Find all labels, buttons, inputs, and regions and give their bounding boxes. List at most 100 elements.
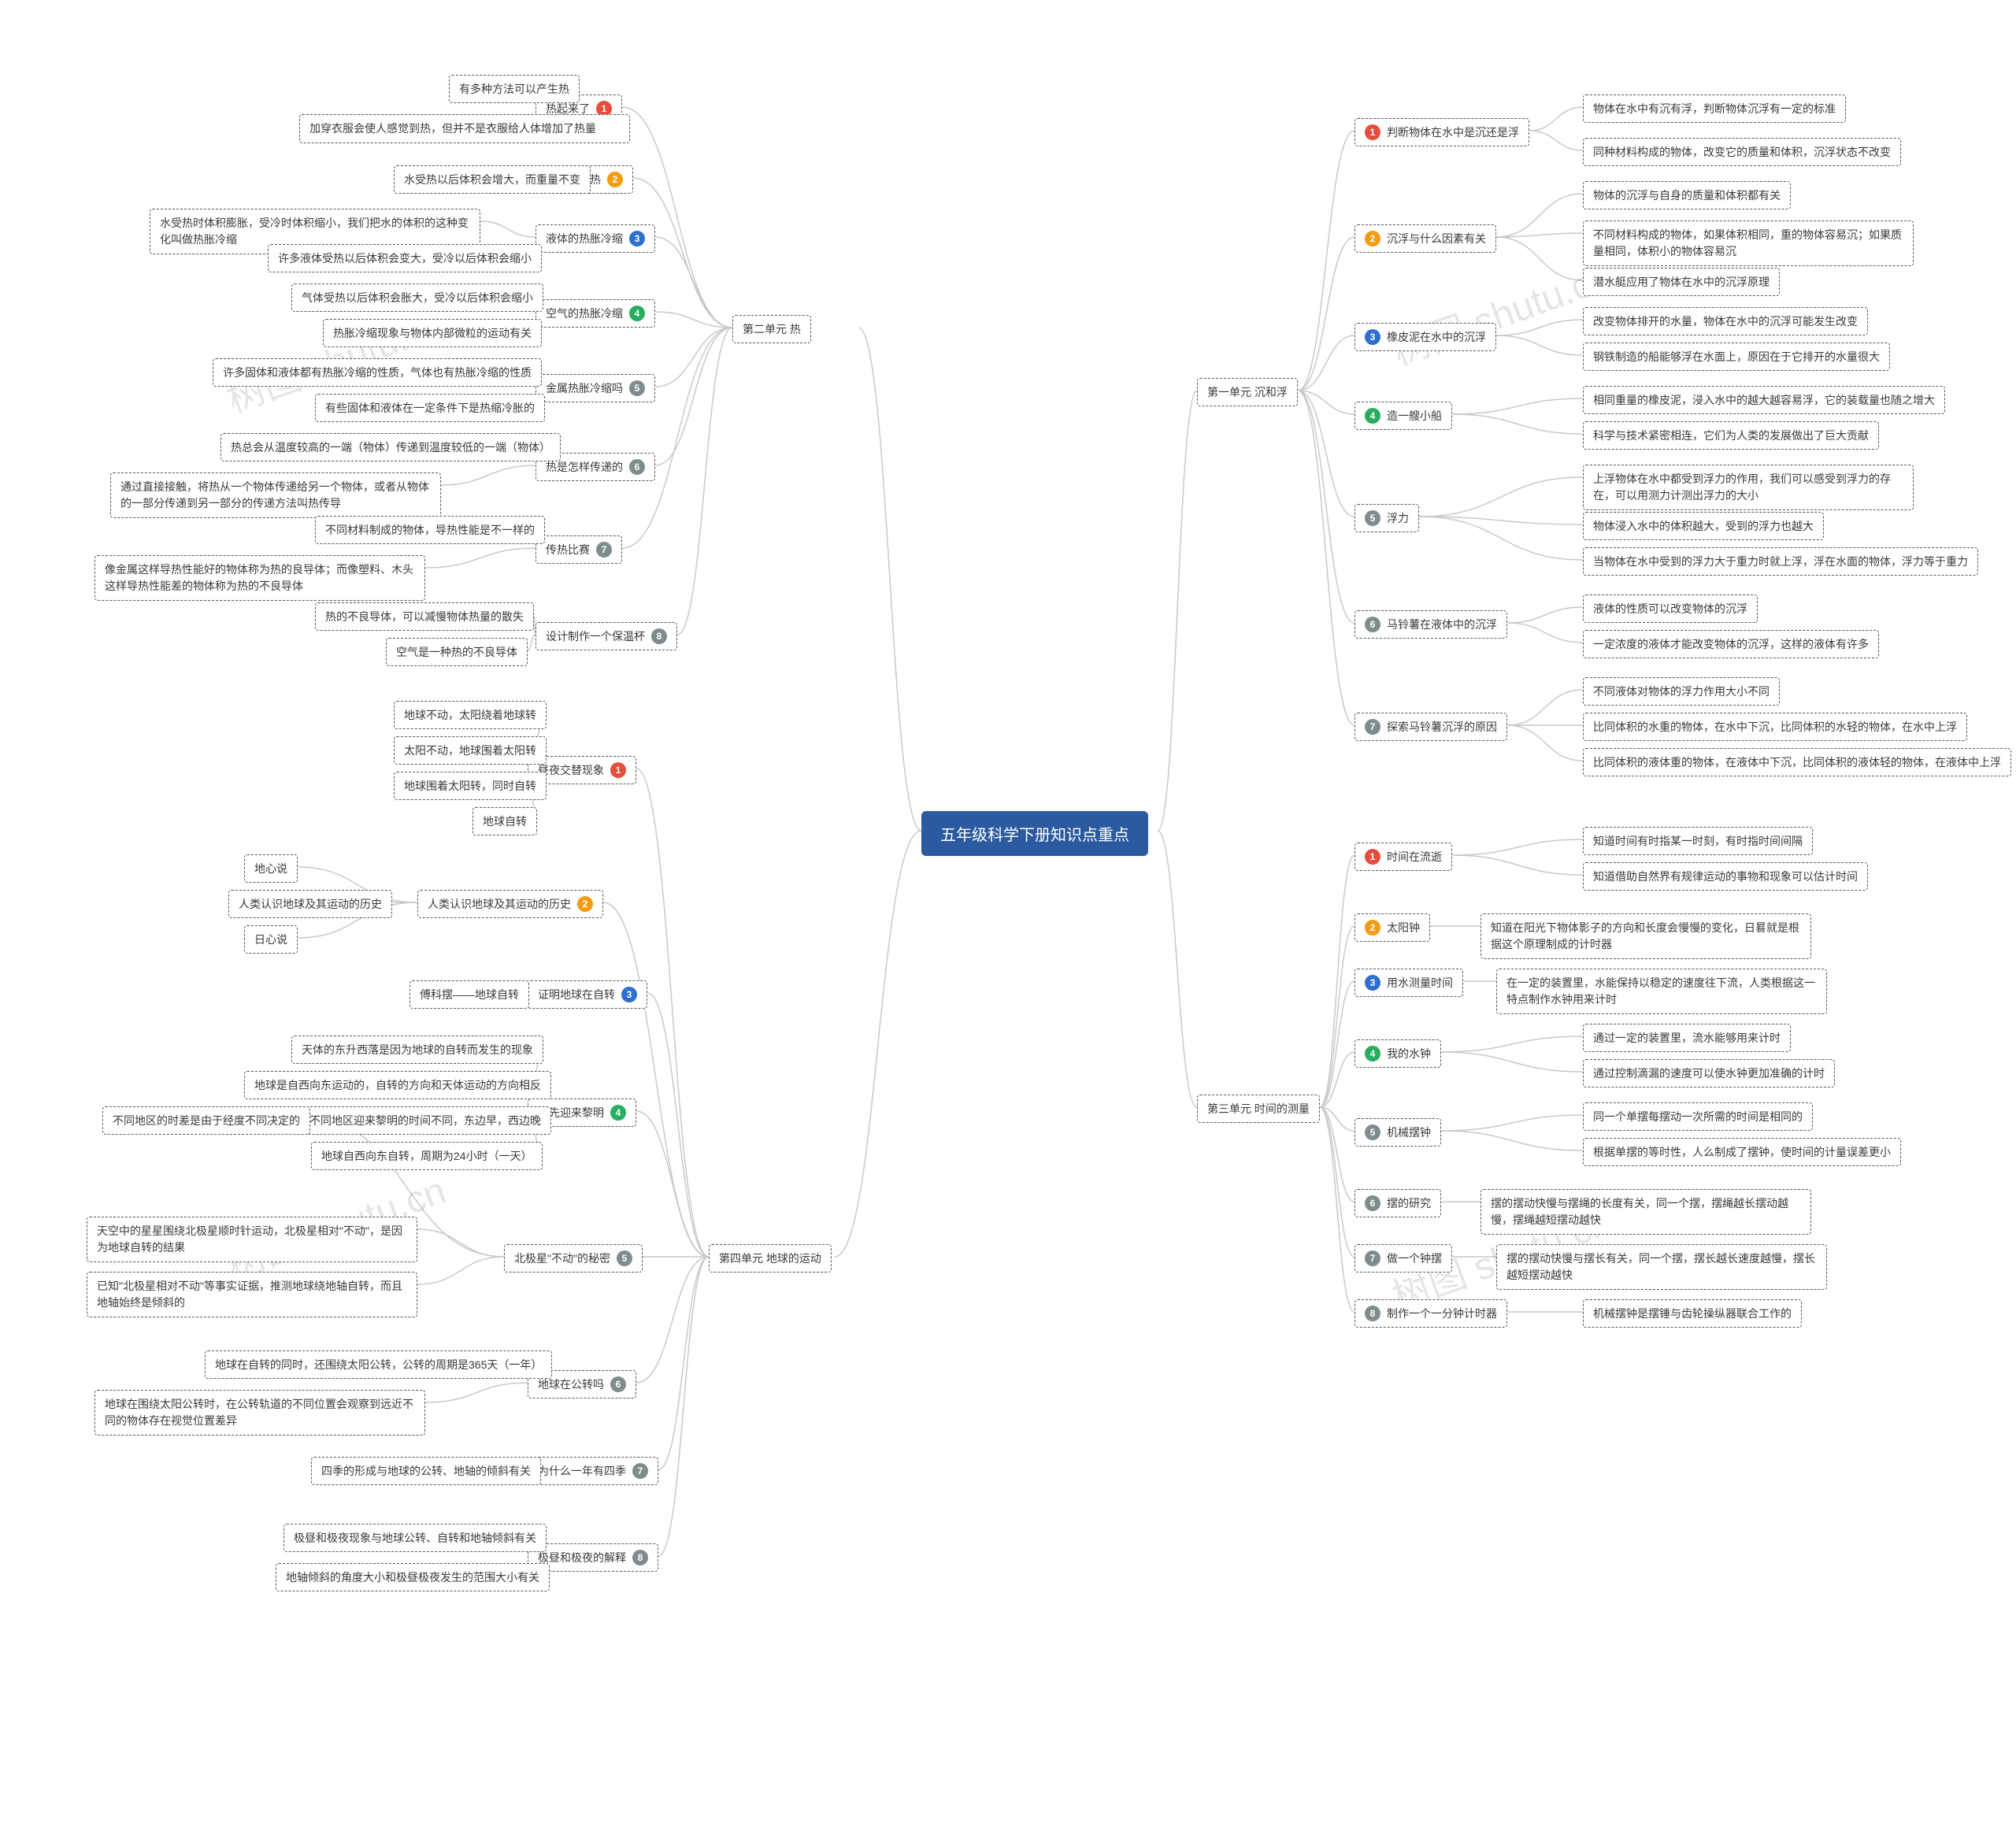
topic-node: 3 橡皮泥在水中的沉浮 bbox=[1354, 323, 1496, 351]
topic-node: 设计制作一个保温杯 8 bbox=[536, 622, 677, 650]
topic-label: 人类认识地球及其运动的历史 bbox=[428, 896, 571, 912]
leaf-node: 液体的性质可以改变物体的沉浮 bbox=[1583, 595, 1758, 623]
topic-label: 造一艘小船 bbox=[1387, 408, 1442, 424]
leaf-node: 热胀冷缩现象与物体内部微粒的运动有关 bbox=[323, 319, 542, 347]
leaf-node: 比同体积的水重的物体，在水中下沉，比同体积的水轻的物体，在水中上浮 bbox=[1583, 713, 1967, 741]
leaf-node: 像金属这样导热性能好的物体称为热的良导体；而像塑料、木头这样导热性能差的物体称为… bbox=[94, 555, 425, 601]
topic-label: 太阳钟 bbox=[1387, 920, 1420, 935]
topic-badge: 3 bbox=[1365, 975, 1380, 991]
leaf-node: 不同材料构成的物体，如果体积相同，重的物体容易沉；如果质量相同，体积小的物体容易… bbox=[1583, 220, 1914, 266]
topic-badge: 8 bbox=[1365, 1306, 1380, 1321]
topic-node: 4 我的水钟 bbox=[1354, 1039, 1441, 1068]
leaf-node: 地球自转 bbox=[472, 807, 537, 835]
topic-badge: 2 bbox=[577, 896, 593, 912]
leaf-node: 傅科摆——地球自转 bbox=[410, 980, 529, 1009]
topic-badge: 8 bbox=[651, 628, 667, 644]
unit-node: 第一单元 沉和浮 bbox=[1197, 378, 1298, 406]
topic-badge: 2 bbox=[1365, 920, 1380, 935]
topic-label: 地球在公转吗 bbox=[538, 1376, 604, 1392]
topic-label: 昼夜交替现象 bbox=[538, 762, 604, 778]
leaf-node: 太阳不动，地球围着太阳转 bbox=[394, 736, 547, 765]
topic-label: 热是怎样传递的 bbox=[546, 459, 623, 475]
leaf-node: 地球自西向东自转，周期为24小时（一天） bbox=[311, 1142, 543, 1170]
topic-node: 空气的热胀冷缩4 bbox=[536, 299, 655, 328]
topic-label: 用水测量时间 bbox=[1387, 975, 1453, 991]
topic-badge: 4 bbox=[1365, 408, 1380, 424]
topic-badge: 6 bbox=[1365, 1195, 1380, 1211]
leaf-node: 通过控制滴漏的速度可以使水钟更加准确的计时 bbox=[1583, 1059, 1835, 1087]
topic-node: 5机械摆钟 bbox=[1354, 1118, 1441, 1147]
topic-node: 8制作一个一分钟计时器 bbox=[1354, 1299, 1507, 1328]
topic-label: 判断物体在水中是沉还是浮 bbox=[1387, 124, 1519, 140]
leaf-node: 地球不动，太阳绕着地球转 bbox=[394, 701, 547, 729]
topic-badge: 4 bbox=[610, 1105, 626, 1121]
topic-label: 摆的研究 bbox=[1387, 1195, 1431, 1211]
topic-badge: 7 bbox=[1365, 719, 1380, 735]
leaf-node: 科学与技术紧密相连，它们为人类的发展做出了巨大贡献 bbox=[1583, 421, 1879, 450]
leaf-node: 地轴倾斜的角度大小和极昼极夜发生的范围大小有关 bbox=[276, 1563, 550, 1591]
topic-badge: 8 bbox=[632, 1550, 648, 1565]
leaf-node: 加穿衣服会使人感觉到热，但并不是衣服给人体增加了热量 bbox=[299, 114, 630, 143]
leaf-node: 物体浸入水中的体积越大，受到的浮力也越大 bbox=[1583, 512, 1824, 540]
root-node: 五年级科学下册知识点重点 bbox=[921, 811, 1148, 856]
topic-node: 7做一个钟摆 bbox=[1354, 1244, 1452, 1273]
topic-label: 北极星"不动"的秘密 bbox=[514, 1250, 610, 1266]
topic-badge: 6 bbox=[629, 459, 645, 475]
topic-label: 做一个钟摆 bbox=[1387, 1250, 1442, 1266]
topic-node: 4 造一艘小船 bbox=[1354, 402, 1452, 430]
mindmap-canvas: 树图 shutu.cn树图 shutu.cn树图 shutu.cn树图 shut… bbox=[0, 0, 2016, 1845]
leaf-node: 摆的摆动快慢与摆长有关，同一个摆，摆长越长速度越慢，摆长越短摆动越快 bbox=[1496, 1244, 1827, 1290]
topic-label: 传热比赛 bbox=[546, 542, 590, 558]
topic-node: 3 用水测量时间 bbox=[1354, 969, 1463, 997]
leaf-node: 摆的摆动快慢与摆绳的长度有关，同一个摆，摆绳越长摆动越慢，摆绳越短摆动越快 bbox=[1480, 1189, 1811, 1235]
topic-badge: 2 bbox=[1365, 231, 1380, 246]
topic-label: 浮力 bbox=[1387, 510, 1409, 526]
topic-node: 6马铃薯在液体中的沉浮 bbox=[1354, 610, 1507, 639]
topic-badge: 2 bbox=[607, 172, 623, 187]
topic-node: 液体的热胀冷缩3 bbox=[536, 224, 655, 253]
topic-node: 1时间在流逝 bbox=[1354, 843, 1452, 871]
leaf-node: 潜水艇应用了物体在水中的沉浮原理 bbox=[1583, 268, 1780, 296]
leaf-node: 知道在阳光下物体影子的方向和长度会慢慢的变化，日晷就是根据这个原理制成的计时器 bbox=[1480, 913, 1811, 959]
topic-label: 极昼和极夜的解释 bbox=[538, 1550, 626, 1565]
leaf-node: 改变物体排开的水量，物体在水中的沉浮可能发生改变 bbox=[1583, 307, 1868, 335]
leaf-node: 天空中的星星围绕北极星顺时针运动，北极星相对"不动"，是因为地球自转的结果 bbox=[87, 1217, 417, 1262]
leaf-node: 地球围着太阳转，同时自转 bbox=[394, 772, 547, 800]
topic-node: 2 太阳钟 bbox=[1354, 913, 1430, 942]
topic-label: 探索马铃薯沉浮的原因 bbox=[1387, 719, 1497, 735]
leaf-node: 许多固体和液体都有热胀冷缩的性质，气体也有热胀冷缩的性质 bbox=[213, 358, 542, 387]
topic-node: 2 沉浮与什么因素有关 bbox=[1354, 224, 1496, 253]
topic-badge: 7 bbox=[596, 542, 612, 558]
leaf-node: 知道借助自然界有规律运动的事物和现象可以估计时间 bbox=[1583, 862, 1868, 891]
leaf-node: 热的不良导体，可以减慢物体热量的散失 bbox=[315, 602, 534, 631]
topic-badge: 3 bbox=[1365, 329, 1380, 345]
topic-badge: 4 bbox=[1365, 1046, 1380, 1061]
topic-label: 橡皮泥在水中的沉浮 bbox=[1387, 329, 1486, 345]
leaf-node: 有多种方法可以产生热 bbox=[449, 75, 580, 103]
topic-label: 沉浮与什么因素有关 bbox=[1387, 231, 1486, 246]
leaf-node: 同一个单摆每摆动一次所需的时间是相同的 bbox=[1583, 1102, 1813, 1131]
topic-label: 设计制作一个保温杯 bbox=[546, 628, 645, 644]
leaf-node: 物体在水中有沉有浮，判断物体沉浮有一定的标准 bbox=[1583, 94, 1846, 123]
leaf-node: 根据单摆的等时性，人么制成了摆钟，使时间的计量误差更小 bbox=[1583, 1138, 1901, 1166]
topic-badge: 7 bbox=[632, 1463, 648, 1479]
topic-badge: 1 bbox=[610, 762, 626, 778]
leaf-node: 人类认识地球及其运动的历史 bbox=[228, 890, 392, 918]
topic-badge: 1 bbox=[1365, 849, 1380, 865]
leaf-node: 不同地区的时差是由于经度不同决定的 bbox=[102, 1106, 310, 1135]
leaf-node: 地球在围绕太阳公转时，在公转轨道的不同位置会观察到远近不同的物体存在视觉位置差异 bbox=[94, 1390, 425, 1436]
leaf-node: 极昼和极夜现象与地球公转、自转和地轴倾斜有关 bbox=[284, 1524, 547, 1552]
topic-node: 人类认识地球及其运动的历史 2 bbox=[417, 890, 603, 918]
topic-node: 北极星"不动"的秘密5 bbox=[504, 1244, 643, 1273]
topic-label: 金属热胀冷缩吗 bbox=[546, 380, 623, 396]
leaf-node: 日心说 bbox=[244, 925, 298, 954]
leaf-node: 天体的东升西落是因为地球的自转而发生的现象 bbox=[291, 1035, 543, 1064]
leaf-node: 地心说 bbox=[244, 854, 298, 883]
topic-badge: 5 bbox=[629, 380, 645, 396]
topic-node: 证明地球在自转3 bbox=[528, 980, 647, 1009]
leaf-node: 物体的沉浮与自身的质量和体积都有关 bbox=[1583, 181, 1791, 209]
topic-label: 我的水钟 bbox=[1387, 1046, 1431, 1061]
leaf-node: 地球是自西向东运动的，自转的方向和天体运动的方向相反 bbox=[244, 1071, 551, 1099]
topic-badge: 5 bbox=[1365, 510, 1380, 526]
leaf-node: 在一定的装置里，水能保持以稳定的速度往下流，人类根据这一特点制作水钟用来计时 bbox=[1496, 969, 1827, 1014]
